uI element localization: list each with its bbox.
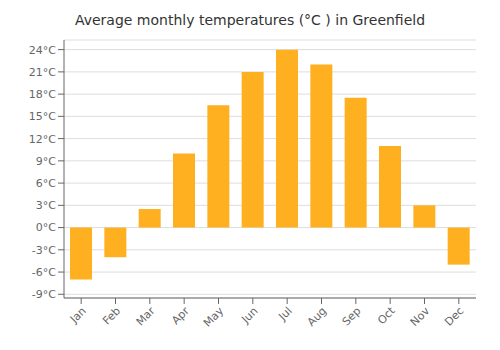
svg-text:15°C: 15°C [29,110,56,123]
svg-text:Jul: Jul [276,304,295,323]
svg-text:24°C: 24°C [29,44,56,57]
svg-text:-9°C: -9°C [32,288,56,301]
svg-text:-6°C: -6°C [32,266,56,279]
svg-text:Nov: Nov [408,304,433,329]
svg-text:Jan: Jan [67,304,89,326]
svg-text:6°C: 6°C [36,177,56,190]
svg-text:Mar: Mar [134,304,158,328]
svg-text:12°C: 12°C [29,133,56,146]
svg-text:Sep: Sep [340,304,364,328]
svg-text:May: May [201,304,227,330]
svg-text:21°C: 21°C [29,66,56,79]
svg-text:Jun: Jun [238,304,260,326]
svg-text:Dec: Dec [442,304,466,328]
svg-text:18°C: 18°C [29,88,56,101]
svg-text:0°C: 0°C [36,221,56,234]
svg-text:Oct: Oct [375,304,398,327]
svg-text:Feb: Feb [100,304,123,327]
svg-text:3°C: 3°C [36,199,56,212]
svg-text:Aug: Aug [305,304,329,328]
svg-text:Apr: Apr [169,304,192,327]
html-text:Average monthly temperatures (: Average monthly temperatures (°C ) in Gr… [74,12,426,28]
svg-text:-3°C: -3°C [32,244,56,257]
svg-text:9°C: 9°C [36,155,56,168]
